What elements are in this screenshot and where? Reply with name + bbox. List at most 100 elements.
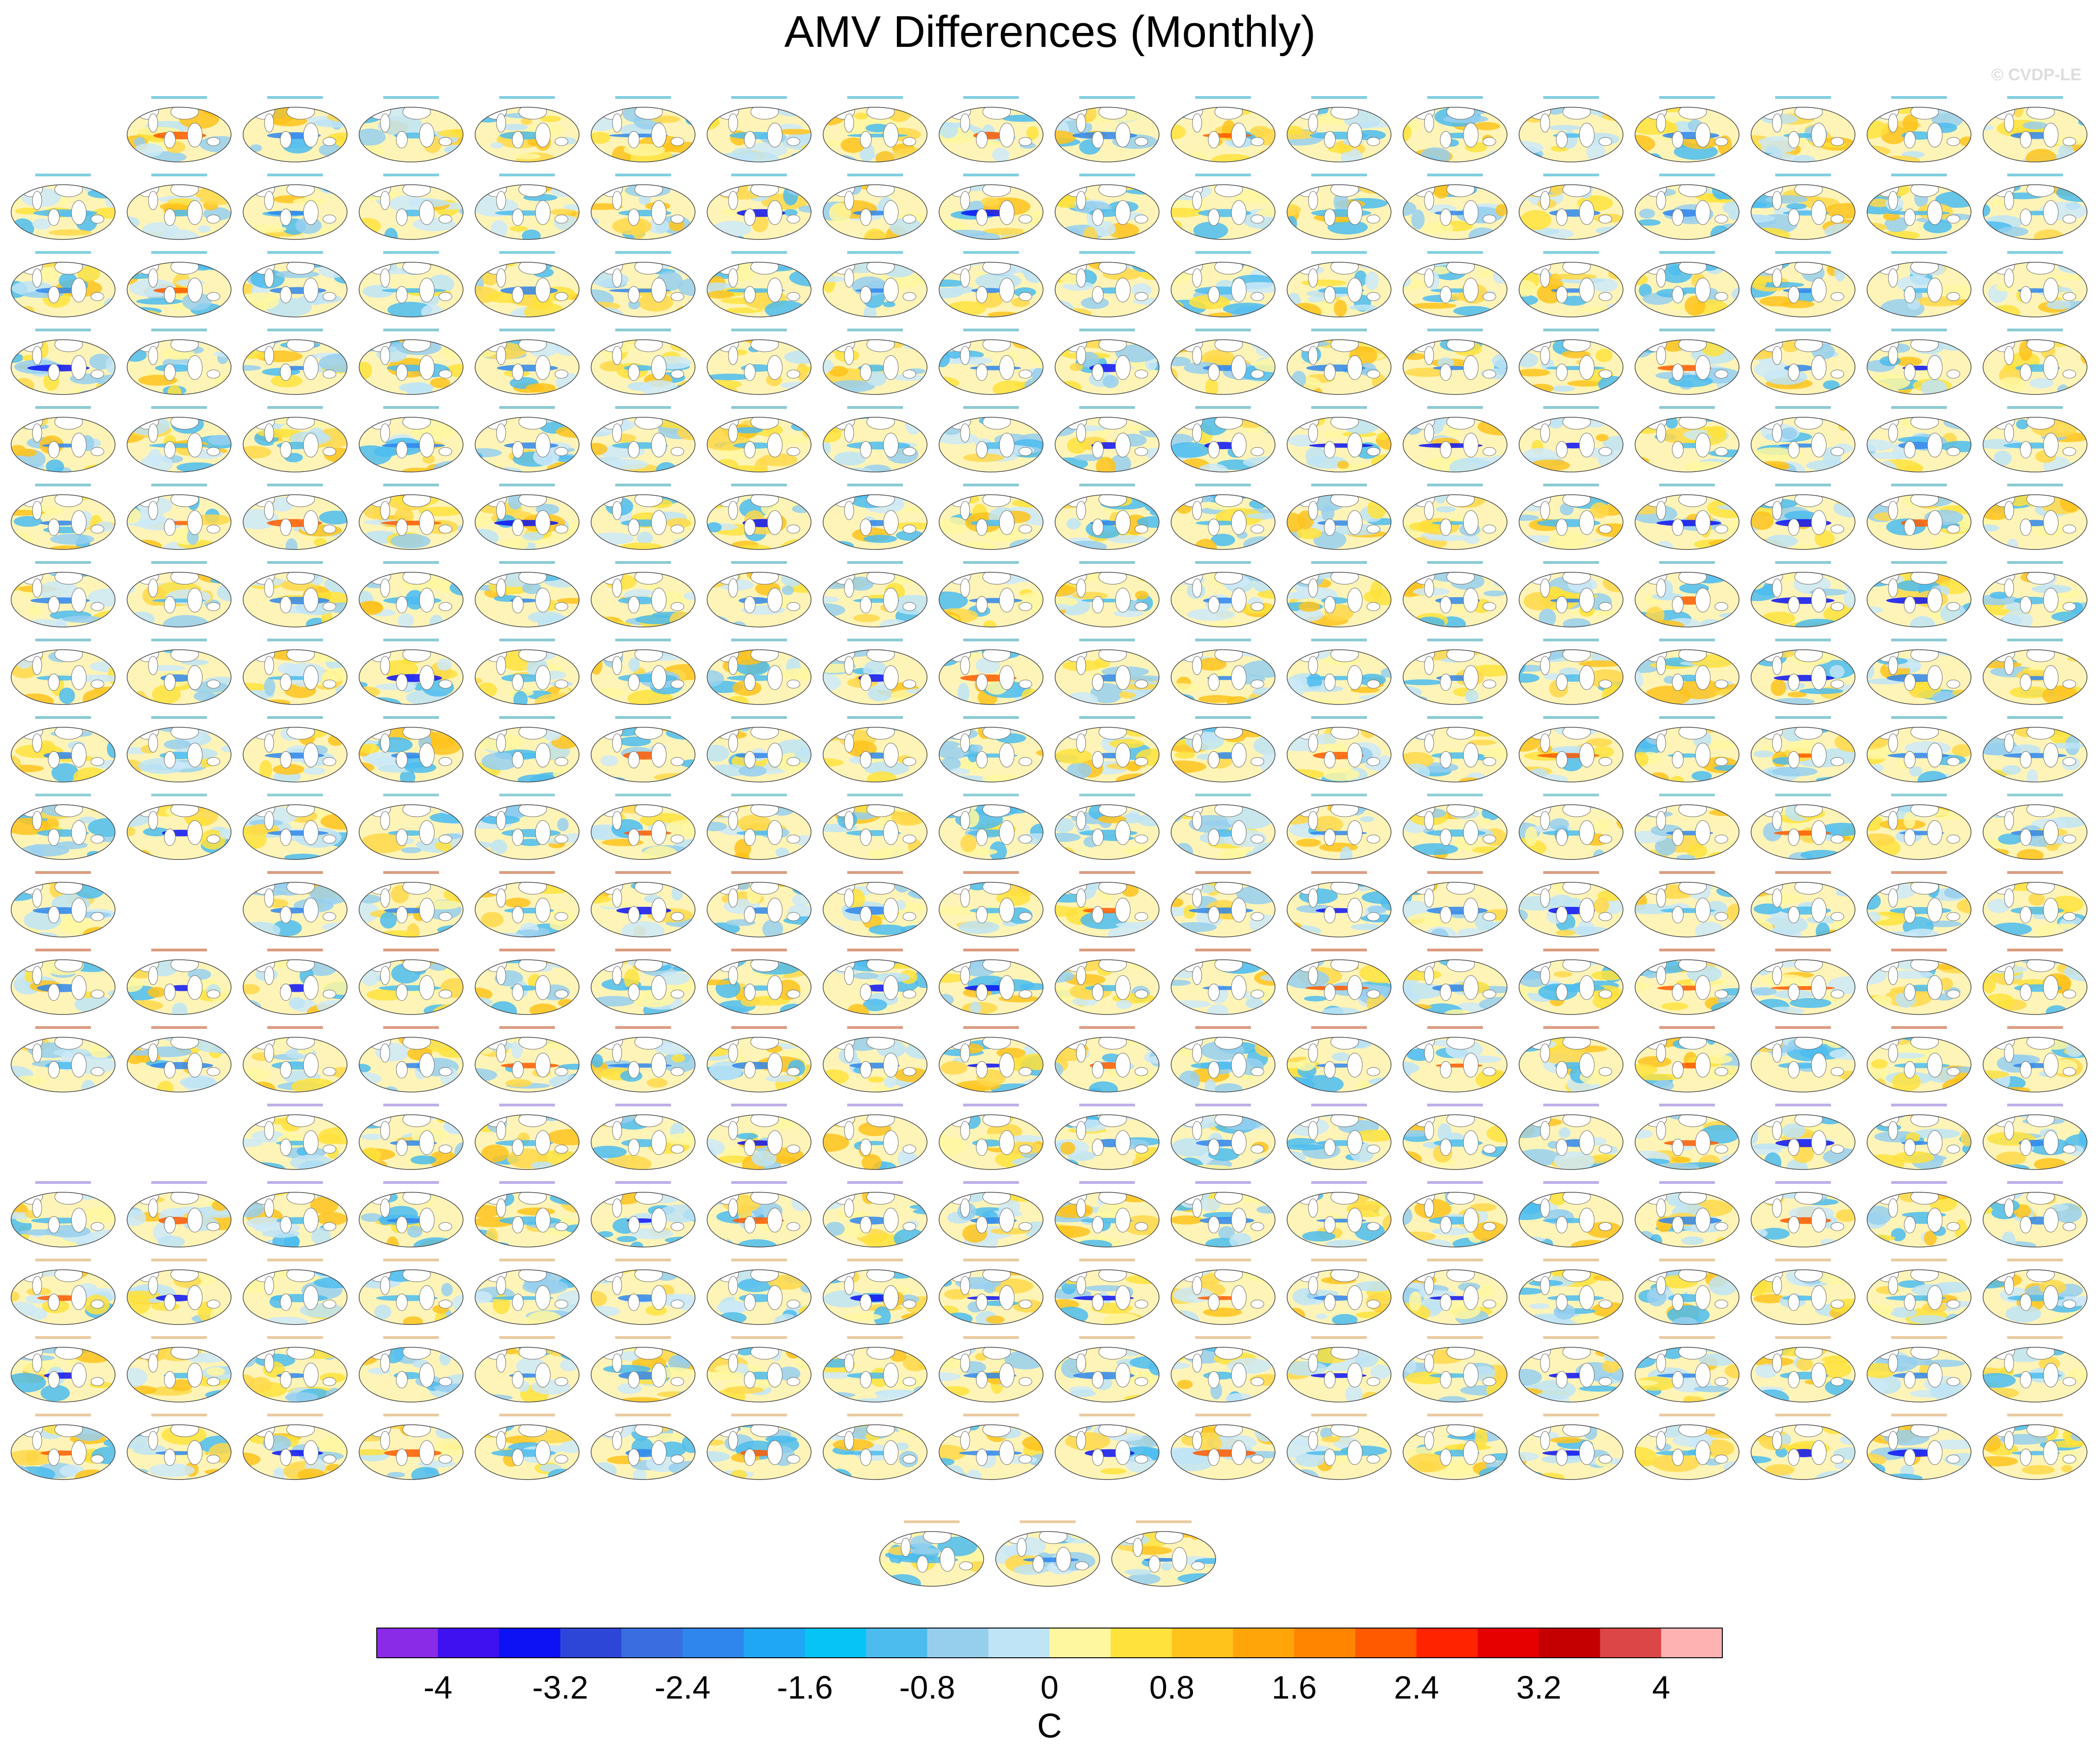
map-panel xyxy=(1635,794,1739,860)
panel-label xyxy=(615,1181,671,1184)
panel-label xyxy=(847,484,903,486)
panel-label xyxy=(1079,1104,1135,1106)
colorbar-tick-label: 2.4 xyxy=(1394,1669,1439,1706)
colorbar-segment xyxy=(805,1628,867,1658)
map-panel xyxy=(707,716,812,782)
map-panel xyxy=(359,949,464,1015)
map-panel xyxy=(1403,949,1507,1015)
map-panel xyxy=(1751,1104,1855,1170)
panel-label xyxy=(963,1259,1019,1261)
map-panel xyxy=(1171,1336,1275,1402)
panel-label xyxy=(731,484,787,486)
map-panel xyxy=(1751,561,1855,627)
panel-label xyxy=(1311,716,1367,719)
map-panel xyxy=(1867,1336,1971,1402)
map-panel xyxy=(1055,406,1160,472)
panel-label xyxy=(2007,1336,2063,1339)
panel-label xyxy=(1195,96,1251,99)
map-panel xyxy=(359,1104,464,1170)
map-panel xyxy=(1867,1104,1971,1170)
map-panel xyxy=(823,96,928,162)
map-panel xyxy=(1983,639,2087,705)
panel-label xyxy=(963,174,1019,176)
map-panel xyxy=(1403,1104,1507,1170)
panel-label xyxy=(1311,251,1367,254)
panel-label xyxy=(151,96,207,99)
map-panel xyxy=(1867,639,1971,705)
panel-label xyxy=(1775,794,1831,796)
map-panel xyxy=(1519,949,1623,1015)
panel-label xyxy=(35,871,91,874)
panel-label xyxy=(1775,871,1831,874)
map-panel xyxy=(823,1259,928,1325)
map-panel xyxy=(591,484,696,550)
panel-label xyxy=(963,1181,1019,1184)
panel-label xyxy=(615,1026,671,1029)
panel-label xyxy=(499,794,555,796)
map-panel xyxy=(1867,1259,1971,1325)
panel-label xyxy=(1311,1026,1367,1029)
map-panel xyxy=(475,251,580,317)
map-panel xyxy=(1519,794,1623,860)
panel-label xyxy=(1659,406,1715,409)
map-panel xyxy=(1983,871,2087,937)
panel-label xyxy=(1311,1104,1367,1106)
map-panel xyxy=(823,794,928,860)
map-panel xyxy=(1867,1181,1971,1247)
map-panel xyxy=(1751,174,1855,240)
map-panel xyxy=(1287,949,1391,1015)
map-panel xyxy=(11,1181,116,1247)
panel-label xyxy=(267,1259,323,1261)
panel-label xyxy=(2007,1181,2063,1184)
map-panel xyxy=(1867,716,1971,782)
map-panel xyxy=(243,1259,348,1325)
map-panel xyxy=(243,639,348,705)
panel-label xyxy=(615,561,671,564)
map-panel xyxy=(707,251,812,317)
map-panel xyxy=(1287,174,1391,240)
map-panel xyxy=(243,1104,348,1170)
panel-label xyxy=(151,949,207,951)
panel-label xyxy=(1195,484,1251,486)
panel-label xyxy=(731,794,787,796)
map-panel xyxy=(1519,484,1623,550)
map-panel xyxy=(1519,1259,1623,1325)
panel-label xyxy=(2007,561,2063,564)
map-panel xyxy=(1867,871,1971,937)
map-panel xyxy=(1055,251,1160,317)
map-panel xyxy=(1867,329,1971,395)
map-panel xyxy=(475,174,580,240)
panel-label xyxy=(1659,949,1715,951)
map-panel xyxy=(823,639,928,705)
map-panel xyxy=(591,639,696,705)
map-panel xyxy=(127,1026,232,1092)
panel-label xyxy=(1543,406,1599,409)
map-panel xyxy=(243,794,348,860)
map-panel xyxy=(1635,1259,1739,1325)
map-panel xyxy=(1403,174,1507,240)
panel-label xyxy=(383,1414,439,1416)
map-panel xyxy=(127,174,232,240)
panel-label xyxy=(1775,1181,1831,1184)
map-panel xyxy=(1751,1336,1855,1402)
panel-label xyxy=(1543,174,1599,176)
panel-label xyxy=(615,96,671,99)
panel-label xyxy=(1659,484,1715,486)
map-panel xyxy=(1867,96,1971,162)
panel-label xyxy=(267,174,323,176)
panel-label xyxy=(383,1336,439,1339)
panel-label xyxy=(1195,561,1251,564)
panel-label xyxy=(1543,716,1599,719)
map-panel xyxy=(1635,96,1739,162)
panel-label xyxy=(1775,406,1831,409)
panel-label xyxy=(151,561,207,564)
panel-label xyxy=(35,561,91,564)
map-panel xyxy=(939,96,1044,162)
map-panel xyxy=(1403,794,1507,860)
panel-label xyxy=(1195,329,1251,331)
panel-label xyxy=(2007,96,2063,99)
colorbar-segment xyxy=(621,1628,683,1658)
map-panel xyxy=(939,794,1044,860)
map-panel xyxy=(1983,716,2087,782)
panel-label xyxy=(847,561,903,564)
